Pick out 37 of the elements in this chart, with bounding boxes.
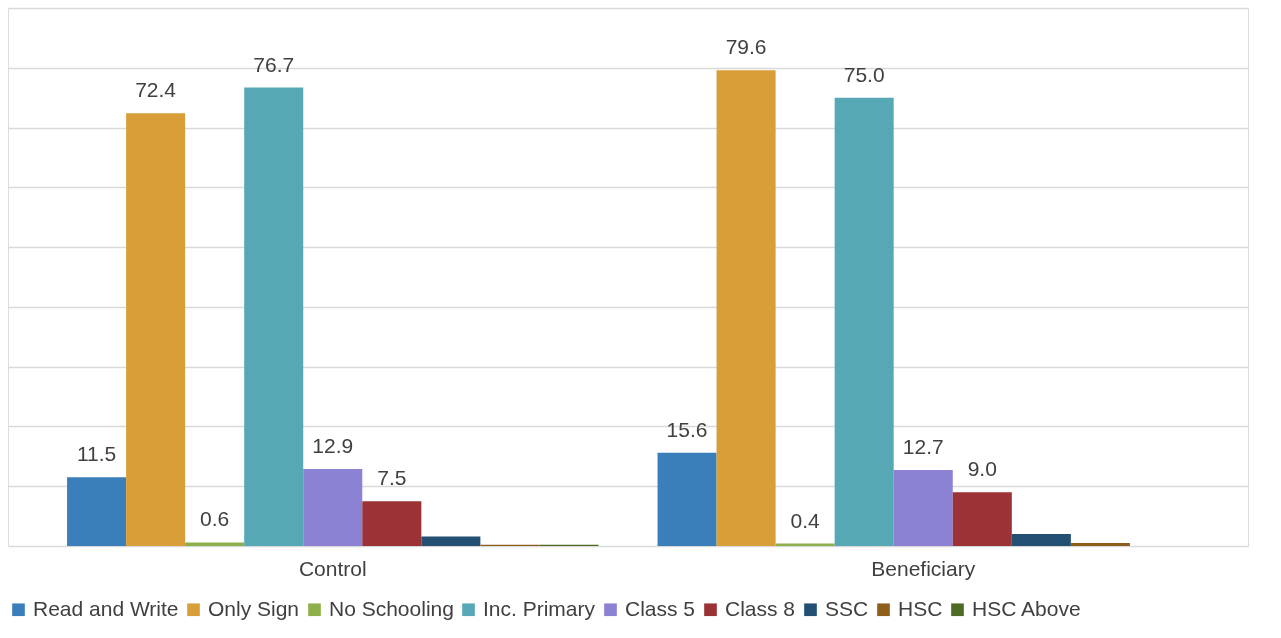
data-label: 79.6 [725, 35, 767, 59]
legend-label: Read and Write [33, 596, 179, 620]
bar [716, 70, 776, 546]
legend-label: No Schooling [329, 596, 454, 620]
bar [1070, 543, 1130, 546]
data-label: 75.0 [843, 62, 885, 86]
legend-label: HSC Above [972, 596, 1081, 620]
legend-label: Class 5 [625, 596, 696, 620]
bar [952, 492, 1012, 546]
legend-label: Inc. Primary [483, 596, 596, 620]
bar [303, 468, 363, 546]
data-label: 11.5 [76, 442, 117, 466]
data-label: 0.6 [200, 507, 230, 531]
bar [421, 536, 481, 546]
bar [834, 97, 894, 546]
data-label: 76.7 [253, 52, 295, 76]
legend-label: Class 8 [725, 596, 796, 620]
legend-label: Only Sign [208, 596, 300, 620]
data-label: 12.9 [312, 433, 354, 457]
bar [67, 477, 127, 546]
bar [362, 501, 422, 546]
bar [657, 452, 717, 546]
bar [185, 542, 245, 546]
data-label: 0.4 [790, 508, 821, 532]
x-tick-label: Control [298, 556, 367, 580]
data-label: 12.7 [902, 435, 944, 459]
bar [1011, 534, 1071, 546]
bar [126, 113, 186, 546]
legend-label: HSC [898, 596, 943, 620]
bar [893, 470, 953, 546]
data-label: 9.0 [967, 457, 997, 481]
x-tick-label: Beneficiary [871, 556, 976, 580]
legend-label: SSC [825, 596, 869, 620]
data-label: 15.6 [666, 417, 708, 441]
data-label: 72.4 [135, 78, 177, 102]
bar [244, 87, 304, 546]
data-label: 7.5 [377, 466, 407, 490]
